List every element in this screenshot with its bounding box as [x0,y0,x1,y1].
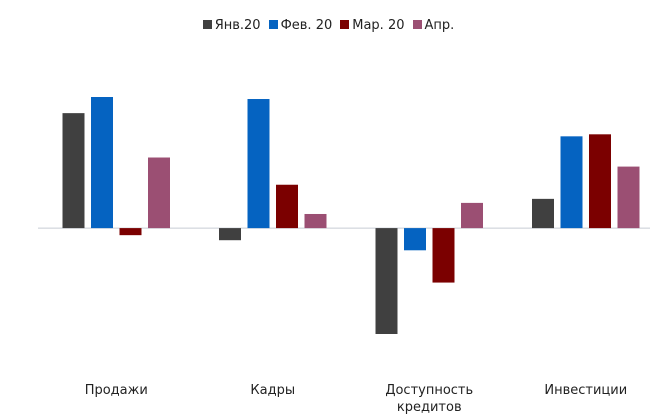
legend-item: Янв.20 [202,18,261,33]
bar [375,228,398,334]
x-tick-label: Инвестиции [544,383,628,398]
bar [91,97,113,229]
legend-swatch [202,20,212,29]
bar [119,228,142,236]
legend: Янв.20 Фев. 20 Мар. 20 Апр. [0,18,657,33]
bar [432,228,455,283]
bar [461,202,483,229]
x-tick-label: Продажи [84,383,148,398]
bar [62,113,85,229]
legend-label: Фев. 20 [280,18,333,33]
bar [560,136,583,229]
legend-item: Мар. 20 [340,18,405,33]
legend-swatch [412,20,422,29]
legend-swatch [340,20,350,29]
bar [276,184,298,229]
legend-label: Апр. [424,18,455,33]
legend-item: Фев. 20 [268,18,333,33]
legend-swatch [268,20,278,29]
bar [247,99,270,229]
bar [404,228,426,251]
x-tick-label: Кадры [250,383,296,398]
bar [148,157,170,229]
legend-label: Мар. 20 [352,18,405,33]
legend-label: Янв.20 [214,18,261,33]
bar [304,213,327,229]
bar [532,198,554,229]
bar [219,228,241,241]
bar [589,134,611,229]
bar [617,166,640,229]
legend-item: Апр. [412,18,455,33]
x-tick-label: Доступность кредитов [385,383,474,415]
